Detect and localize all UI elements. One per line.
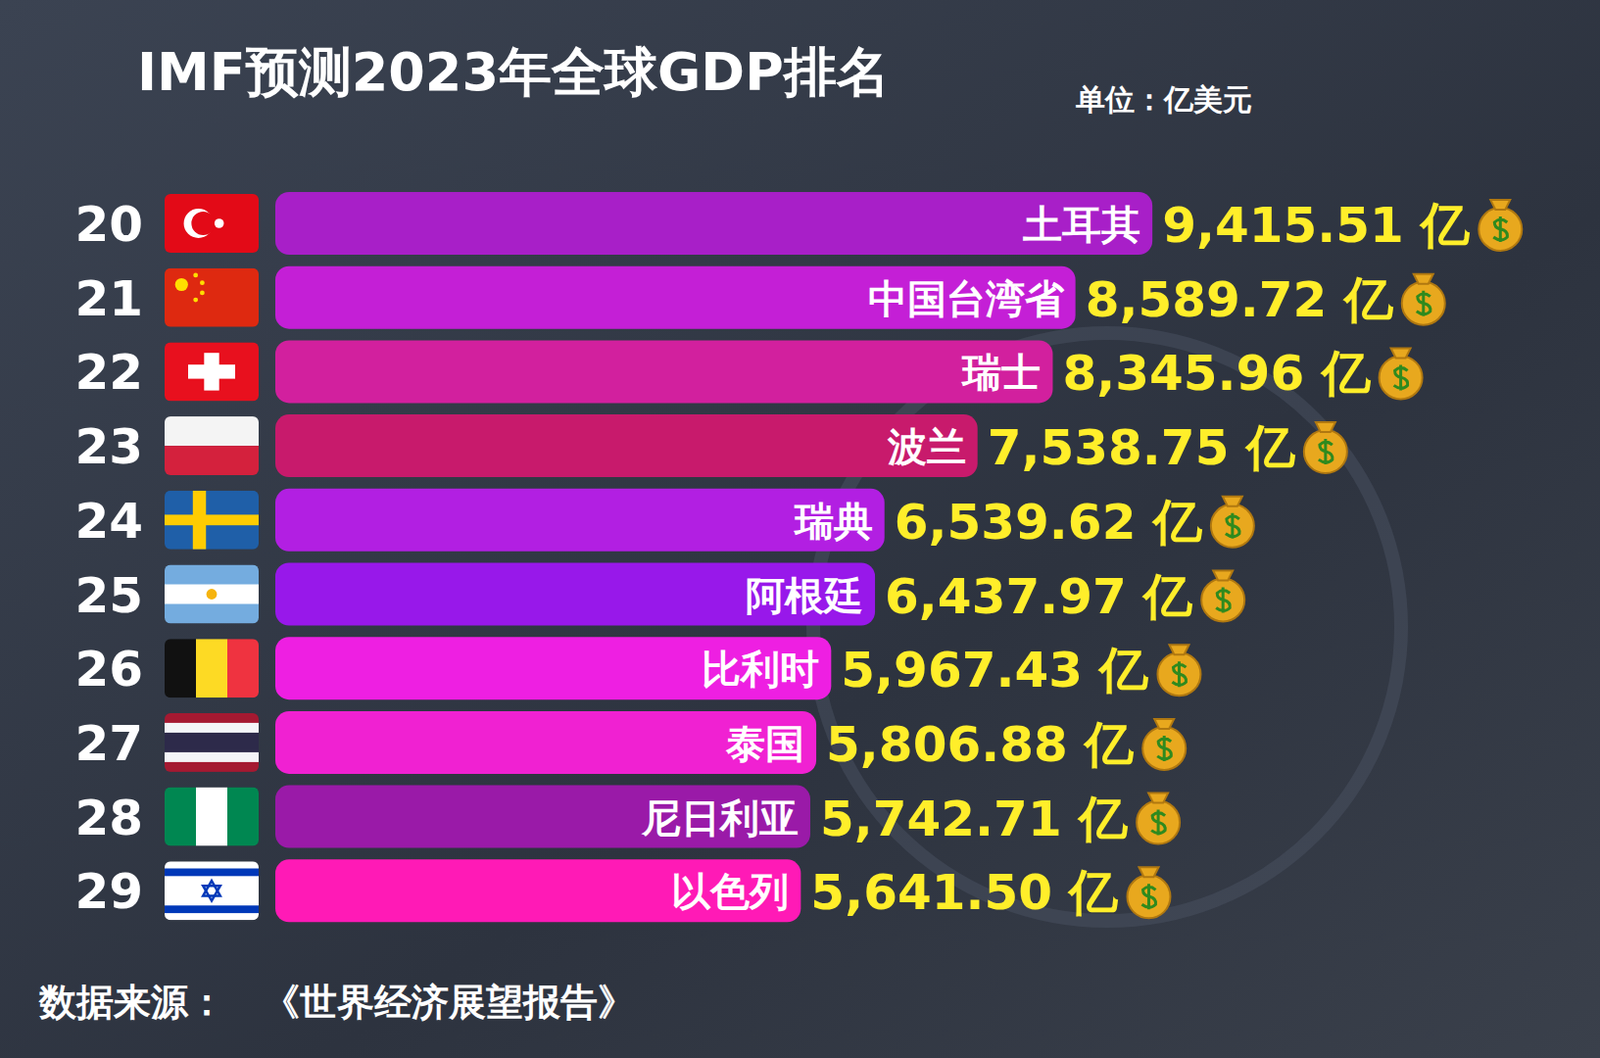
rank: 24	[74, 492, 144, 550]
money-bag-icon	[1304, 422, 1348, 474]
data-label: 6,437.97 亿	[884, 568, 1194, 626]
rank: 25	[74, 567, 144, 625]
bar	[275, 563, 875, 627]
rank: 20	[74, 195, 144, 253]
title: IMF预测2023年全球GDP排名	[137, 41, 890, 103]
bar	[275, 711, 817, 775]
flag	[164, 713, 259, 773]
bar	[275, 414, 978, 478]
bar	[275, 636, 831, 700]
category-label: 瑞典	[792, 498, 873, 544]
money-bag-icon	[1379, 347, 1423, 399]
money-bag-icon	[1402, 274, 1446, 326]
labels: 土耳其 9,415.51 亿中国台湾省 8,589.72 亿瑞士 8,345.96 亿…	[640, 196, 1471, 922]
category-label: 阿根廷	[745, 573, 864, 619]
subtitle: 单位：亿美元	[1074, 82, 1253, 117]
bar	[275, 785, 811, 849]
money-bag-icon	[1211, 496, 1255, 548]
money-bag-icon	[1478, 199, 1522, 251]
category-label: 瑞士	[960, 349, 1041, 395]
bar	[275, 266, 1076, 330]
data-label: 5,967.43 亿	[840, 641, 1150, 699]
flag	[164, 416, 259, 476]
flag	[164, 787, 259, 847]
background	[0, 0, 1600, 1058]
bar	[275, 192, 1153, 255]
money-bag-icon	[1126, 867, 1170, 919]
bar	[275, 859, 801, 922]
category-label: 中国台湾省	[868, 276, 1066, 322]
bar	[275, 488, 885, 552]
flag	[164, 268, 259, 328]
category-label: 以色列	[671, 869, 789, 915]
flag	[164, 565, 259, 625]
data-label: 5,806.88 亿	[825, 716, 1135, 774]
rank: 26	[74, 640, 144, 698]
rank: 22	[74, 343, 144, 401]
category-label: 尼日利亚	[640, 795, 799, 841]
rank: 27	[74, 715, 144, 773]
money-bag-icon	[1136, 793, 1180, 845]
source: 数据来源： 《世界经济展望报告》	[38, 980, 635, 1024]
data-label: 8,589.72 亿	[1085, 271, 1395, 329]
category-label: 泰国	[725, 721, 805, 767]
rank: 21	[74, 270, 144, 328]
flag	[164, 341, 259, 401]
bar	[275, 339, 1053, 403]
rank: 29	[74, 863, 144, 921]
chart: IMF预测2023年全球GDP排名单位：亿美元数据来源： 《世界经济展望报告》 土…	[0, 0, 1600, 1058]
data-label: 9,415.51 亿	[1162, 196, 1471, 254]
rank: 23	[74, 418, 144, 476]
data-label: 8,345.96 亿	[1062, 344, 1371, 402]
money-bag-icon	[1142, 719, 1186, 771]
data-label: 7,538.75 亿	[987, 419, 1297, 477]
rank: 28	[74, 789, 144, 847]
flag	[164, 861, 259, 921]
data-label: 6,539.62 亿	[894, 493, 1204, 551]
category-label: 比利时	[701, 646, 820, 692]
category-label: 波兰	[886, 424, 967, 470]
flag	[164, 490, 259, 550]
category-label: 土耳其	[1022, 201, 1141, 247]
bars	[275, 192, 1153, 922]
money-bag-icon	[1157, 644, 1201, 696]
flag	[164, 638, 259, 698]
money-bag-icon	[1201, 571, 1245, 623]
data-label: 5,641.50 亿	[810, 864, 1119, 922]
flag	[164, 193, 259, 253]
data-label: 5,742.71 亿	[820, 790, 1129, 848]
